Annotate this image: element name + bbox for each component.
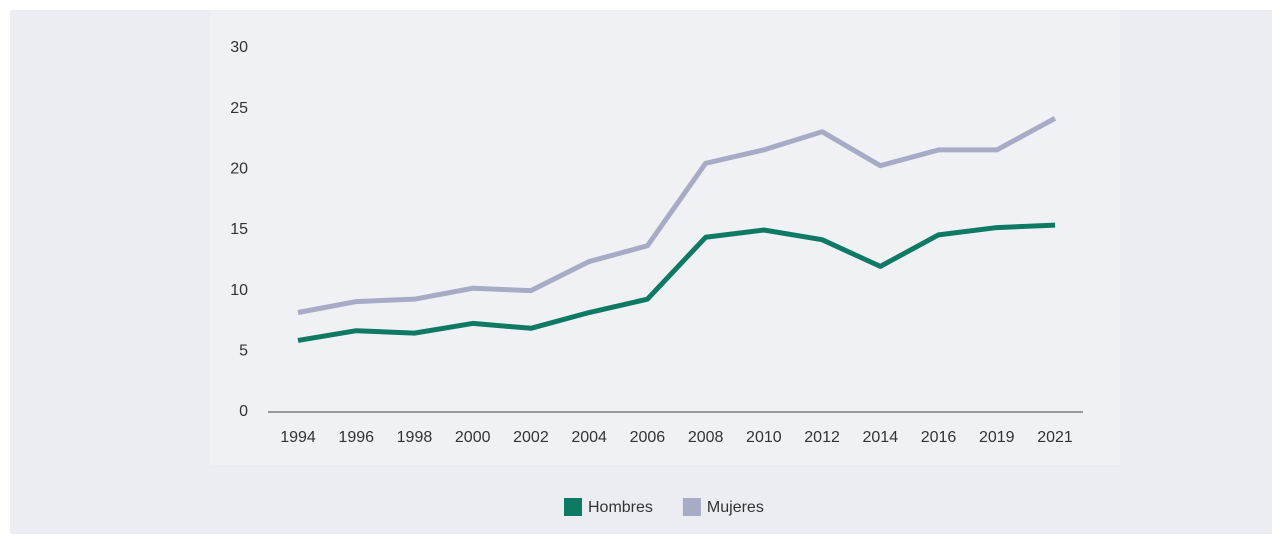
x-tick-label: 1994	[280, 429, 316, 446]
x-tick-label: 2002	[513, 429, 549, 446]
x-tick-label: 2008	[688, 429, 724, 446]
legend-swatch	[682, 498, 701, 516]
x-tick-label: 2010	[746, 429, 782, 446]
y-tick-label: 10	[230, 282, 248, 299]
legend-label: Mujeres	[707, 499, 764, 516]
x-tick-label: 2019	[979, 429, 1015, 446]
y-tick-label: 15	[230, 221, 248, 238]
y-tick-label: 0	[239, 403, 248, 420]
series-line	[297, 116, 1057, 315]
y-tick-label: 30	[230, 39, 248, 56]
plot-panel	[210, 10, 1120, 465]
y-tick-label: 25	[230, 100, 248, 117]
x-tick-label: 1996	[338, 429, 374, 446]
x-tick-label: 2021	[1037, 429, 1073, 446]
legend-label: Hombres	[588, 499, 653, 516]
x-tick-label: 1998	[397, 429, 433, 446]
y-tick-label: 20	[230, 161, 248, 178]
x-tick-label: 2000	[455, 429, 491, 446]
series-line	[297, 222, 1056, 343]
x-tick-label: 2014	[863, 429, 899, 446]
x-tick-label: 2004	[571, 429, 607, 446]
y-tick-label: 5	[239, 343, 248, 360]
x-tick-label: 2016	[921, 429, 957, 446]
x-tick-label: 2012	[804, 429, 840, 446]
x-tick-label: 2006	[630, 429, 666, 446]
legend-swatch	[564, 498, 582, 516]
